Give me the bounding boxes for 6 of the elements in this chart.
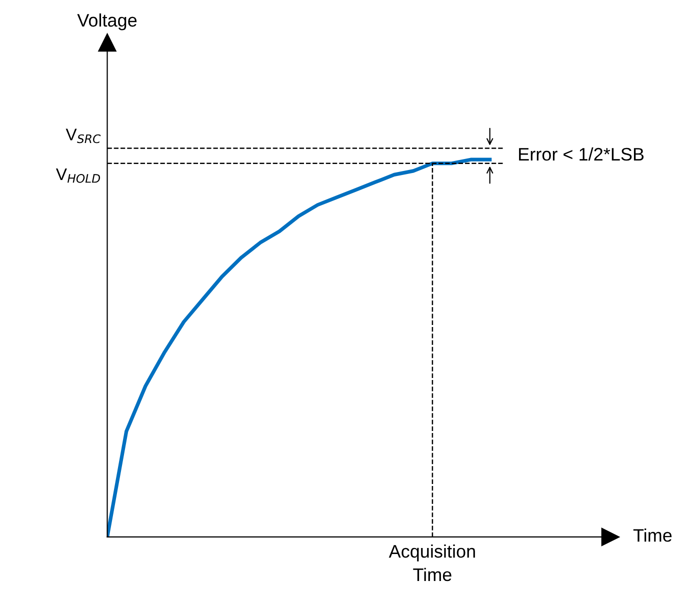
text: Voltage <box>77 13 137 30</box>
ref-line-label: V$_{HOLD}$ <box>56 168 100 183</box>
text: Time <box>633 528 672 542</box>
text: Error < 1/2*LSB <box>519 147 644 161</box>
text: Acquisition Time <box>388 544 475 582</box>
ref-line-label: V$_{SRC}$ <box>66 128 101 144</box>
